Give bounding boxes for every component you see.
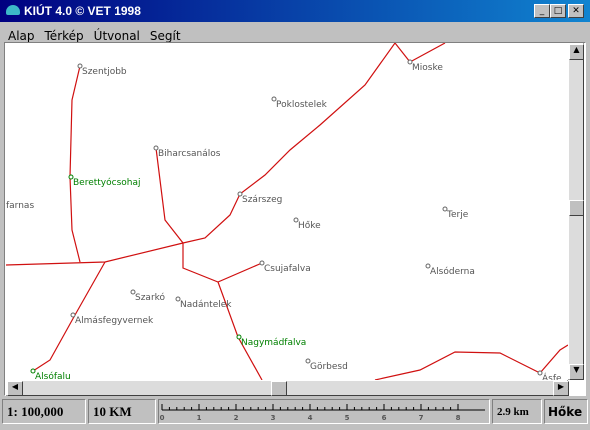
vertical-scrollbar[interactable]: ▲ ▼ (568, 43, 584, 380)
road (217, 281, 263, 380)
place-dot (77, 63, 83, 69)
place-label: Szentjobb (82, 67, 127, 77)
place-field: Hőke (544, 399, 588, 424)
place-dot (305, 358, 311, 364)
maximize-button[interactable]: □ (550, 4, 566, 18)
place-label: Nagymádfalva (241, 338, 306, 348)
road (409, 43, 446, 63)
horizontal-scrollbar[interactable]: ◀ ▶ (6, 380, 569, 396)
scroll-down[interactable]: ▼ (569, 364, 584, 380)
place-dot (175, 296, 181, 302)
menu-item[interactable]: Segít (149, 29, 181, 43)
scroll-thumb[interactable] (569, 200, 584, 216)
scroll-left[interactable]: ◀ (7, 381, 23, 396)
scroll-up[interactable]: ▲ (569, 44, 584, 60)
place-label: Mioske (412, 63, 443, 73)
close-button[interactable]: ✕ (568, 4, 584, 18)
place-dot (236, 334, 242, 340)
place-dot (30, 368, 36, 374)
menu-bar: Alap Térkép Útvonal Segít (8, 25, 191, 44)
place-label: Ásfe (542, 372, 562, 380)
road (155, 147, 263, 283)
place-label: Alsófalu (35, 371, 71, 380)
place-dot (153, 145, 159, 151)
place-dot (271, 96, 277, 102)
ruler-field: 0 1 2 3 4 5 6 7 8 (158, 399, 490, 424)
place-dot (425, 263, 431, 269)
ruler-label: 0 (160, 414, 165, 422)
ruler-label: 7 (419, 414, 424, 422)
place-label: Terje (446, 210, 469, 220)
place-label: Alsóderna (430, 266, 475, 277)
measure-field: 2.9 km (492, 399, 542, 424)
window-title: KIÚT 4.0 © VET 1998 (24, 4, 141, 18)
place-label: Berettyócsohaj (73, 177, 141, 188)
title-bar: KIÚT 4.0 © VET 1998 _ □ ✕ (0, 0, 590, 22)
place-dot (407, 59, 413, 65)
app-icon (6, 5, 20, 15)
place-label: Poklostelek (276, 100, 328, 110)
ruler-label: 2 (234, 414, 239, 422)
roads (6, 43, 568, 380)
menu-item[interactable]: Térkép (44, 29, 84, 43)
place-dot (259, 260, 265, 266)
place-label: Szárszeg (242, 195, 282, 205)
place-label: Nadántelek (180, 300, 232, 310)
menu-item[interactable]: Alap (8, 29, 35, 43)
road (374, 344, 568, 380)
place-label: Szarkó (135, 292, 166, 303)
map: Szentjobb Mioske Poklostelek Biharcsanálos B… (6, 43, 568, 380)
place-dot (442, 206, 448, 212)
ruler: 0 1 2 3 4 5 6 7 8 (160, 404, 485, 422)
place-label: Biharcsanálos (158, 149, 221, 159)
place-label: Görbesd (310, 362, 348, 372)
place-dot (237, 191, 243, 197)
place-label: Hőke (298, 221, 321, 231)
place-label: Almásfegyvernek (75, 316, 154, 326)
ruler-label: 4 (308, 414, 313, 422)
place-dot (130, 289, 136, 295)
ruler-label: 8 (456, 414, 461, 422)
place-dot (537, 370, 543, 376)
place-dot (293, 217, 299, 223)
menu-item[interactable]: Útvonal (93, 29, 140, 43)
minimize-button[interactable]: _ (534, 4, 550, 18)
scroll-thumb[interactable] (271, 381, 287, 396)
ruler-label: 1 (197, 414, 202, 422)
ruler-label: 6 (382, 414, 387, 422)
road (69, 65, 81, 263)
road (394, 43, 411, 63)
ruler-label: 5 (345, 414, 350, 422)
place-dot (70, 312, 76, 318)
scroll-right[interactable]: ▶ (553, 381, 569, 396)
road (32, 261, 106, 372)
place-dot (68, 174, 74, 180)
scale-field: 1: 100,000 (2, 399, 86, 424)
place-label: Csujafalva (264, 264, 311, 274)
place-label: farnas (6, 201, 34, 211)
ruler-label: 3 (271, 414, 276, 422)
unit-field: 10 KM (88, 399, 156, 424)
